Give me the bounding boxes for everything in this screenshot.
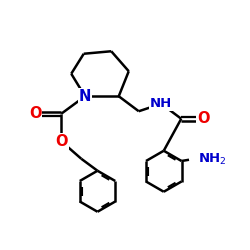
Text: O: O [55,134,68,149]
Text: N: N [79,89,91,104]
Text: O: O [198,111,210,126]
Text: O: O [29,106,41,121]
Text: NH$_2$: NH$_2$ [198,152,227,167]
Text: NH: NH [150,97,172,110]
